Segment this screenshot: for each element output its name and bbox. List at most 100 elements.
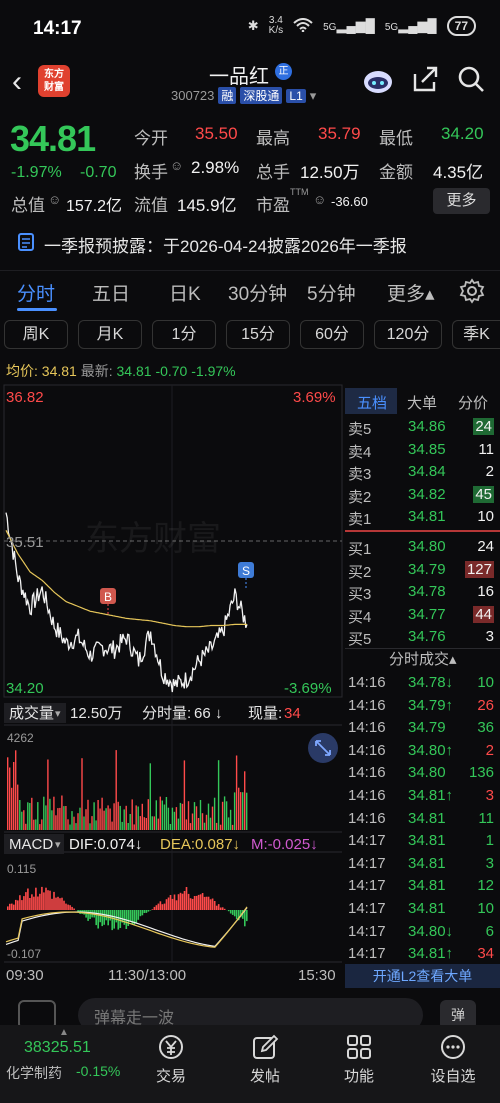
volume-indicator-label[interactable]: 成交量 <box>9 704 54 722</box>
trade-button[interactable]: 交易 <box>141 1033 201 1086</box>
high-label: 最高 <box>256 129 290 148</box>
trade-row: 14:16 34.80↑ 2 <box>348 740 498 762</box>
last-price: 34.81 <box>10 118 96 159</box>
tab-five-day[interactable]: 五日 <box>92 284 131 305</box>
settings-gear-icon[interactable] <box>459 278 485 309</box>
volume-bar <box>129 814 131 830</box>
trade-price: 34.81 <box>408 854 446 872</box>
info-icon[interactable]: ☺ <box>313 192 327 207</box>
volume-bar <box>231 824 234 830</box>
macd-indicator-label[interactable]: MACD <box>9 836 53 853</box>
l2-upgrade-link[interactable]: 开通L2查看大单 <box>345 964 500 988</box>
volume-bar <box>23 810 25 830</box>
volume-bar <box>121 821 123 830</box>
index-value[interactable]: 38325.51 <box>24 1039 91 1056</box>
tab-intraday[interactable]: 分时 <box>17 284 56 305</box>
macd-bar <box>67 904 69 910</box>
macd-bar <box>19 895 21 910</box>
bid-label: 买2 <box>348 563 372 581</box>
tab-30min[interactable]: 30分钟 <box>228 284 288 305</box>
macd-bar <box>69 905 71 910</box>
chevron-down-icon[interactable]: ▾ <box>55 839 61 851</box>
tab-five-levels[interactable]: 五档 <box>357 395 388 412</box>
trade-price: 34.79↑ <box>408 696 454 714</box>
volume-bar <box>205 814 208 830</box>
macd-bar <box>197 894 200 910</box>
latest-change: -0.70 <box>155 363 188 379</box>
volume-bar <box>63 806 65 830</box>
announcement-text: 一季报预披露：于2026-04-24披露2026年一季报 <box>44 237 407 256</box>
more-button[interactable]: 更多 <box>433 188 490 214</box>
function-button[interactable]: 功能 <box>329 1033 389 1086</box>
volume-bar <box>173 811 176 830</box>
macd-bar <box>13 904 15 910</box>
volume-minute-value: 66 <box>194 705 211 722</box>
volume-bar <box>233 792 236 830</box>
announcement[interactable]: 一季报预披露：于2026-04-24披露2026年一季报 <box>18 232 407 257</box>
macd-bar <box>133 910 136 925</box>
macd-bar <box>57 896 59 910</box>
volume-bar <box>159 796 161 830</box>
buy-marker[interactable] <box>100 588 116 604</box>
bid-volume: 3 <box>485 628 494 645</box>
change-percent: -1.97% <box>11 164 62 181</box>
amount-value: 4.35亿 <box>433 163 484 182</box>
macd-bar <box>21 900 23 910</box>
volume-bar <box>207 803 210 830</box>
tab-daily-k[interactable]: 日K <box>169 284 201 305</box>
macd-bar <box>147 910 150 912</box>
trade-row: 14:16 34.79 36 <box>348 717 498 739</box>
index-name[interactable]: 化学制药 <box>6 1065 62 1081</box>
chip-120min[interactable]: 120分 <box>374 320 442 349</box>
bottom-toolbar: 38325.51 化学制药 -0.15% ▲ 交易 发帖 功能 设自选 <box>0 1025 500 1103</box>
macd-dea: DEA:0.087↓ <box>160 836 240 853</box>
macd-bar <box>242 910 244 919</box>
mktcap-label: 总值 <box>11 196 45 215</box>
robot-assistant-icon[interactable] <box>361 64 395 98</box>
watchlist-button[interactable]: 设自选 <box>423 1033 483 1086</box>
bid-label: 买3 <box>348 586 372 603</box>
avg-value: 34.81 <box>41 363 77 379</box>
connect-tag: 深股通 <box>240 87 283 104</box>
chip-60min[interactable]: 60分 <box>300 320 364 349</box>
info-icon[interactable]: ☺ <box>170 158 184 173</box>
dropdown-icon[interactable]: ▾ <box>309 87 317 103</box>
trades-title[interactable]: 分时成交▴ <box>389 651 457 668</box>
share-icon[interactable] <box>410 64 444 98</box>
wifi-icon <box>293 17 313 35</box>
trade-time: 14:17 <box>348 877 386 895</box>
chip-1min[interactable]: 1分 <box>152 320 216 349</box>
tab-big-orders[interactable]: 大单 <box>407 395 438 412</box>
macd-bar <box>135 910 138 923</box>
chip-weekly-k[interactable]: 周K <box>4 320 68 349</box>
volume-bar <box>147 799 149 830</box>
sell-marker[interactable] <box>238 562 254 578</box>
post-button[interactable]: 发帖 <box>235 1033 295 1086</box>
turnover-value: 2.98% <box>191 158 240 177</box>
ask-price: 34.85 <box>408 440 446 458</box>
chevron-down-icon[interactable]: ▾ <box>55 708 61 720</box>
macd-bar <box>205 896 208 910</box>
volume-bar <box>246 792 248 830</box>
macd-bar <box>33 896 35 910</box>
search-icon[interactable] <box>456 64 490 98</box>
chip-monthly-k[interactable]: 月K <box>78 320 142 349</box>
chip-quarterly-k[interactable]: 季K <box>452 320 500 349</box>
info-icon[interactable]: ☺ <box>48 192 62 207</box>
level-tag[interactable]: L1 <box>286 88 306 103</box>
volume-bar <box>145 818 147 830</box>
trade-volume: 34 <box>477 945 494 963</box>
macd-bar <box>187 893 190 910</box>
volume-bar <box>9 767 11 830</box>
back-arrow-icon[interactable]: ‹ <box>12 65 22 98</box>
tab-more[interactable]: 更多▴ <box>387 284 435 305</box>
volume-bar <box>137 806 139 830</box>
tab-price-distribution[interactable]: 分价 <box>458 395 489 412</box>
macd-bar <box>41 886 43 910</box>
expand-up-icon[interactable]: ▲ <box>59 1027 69 1038</box>
volume-bar <box>153 816 155 830</box>
chip-15min[interactable]: 15分 <box>226 320 290 349</box>
macd-bar <box>119 910 122 928</box>
intraday-chart[interactable]: 东方财富 B S 36.82 35.51 34.20 3.69% -3.69% … <box>0 380 345 990</box>
tab-5min[interactable]: 5分钟 <box>307 284 356 305</box>
